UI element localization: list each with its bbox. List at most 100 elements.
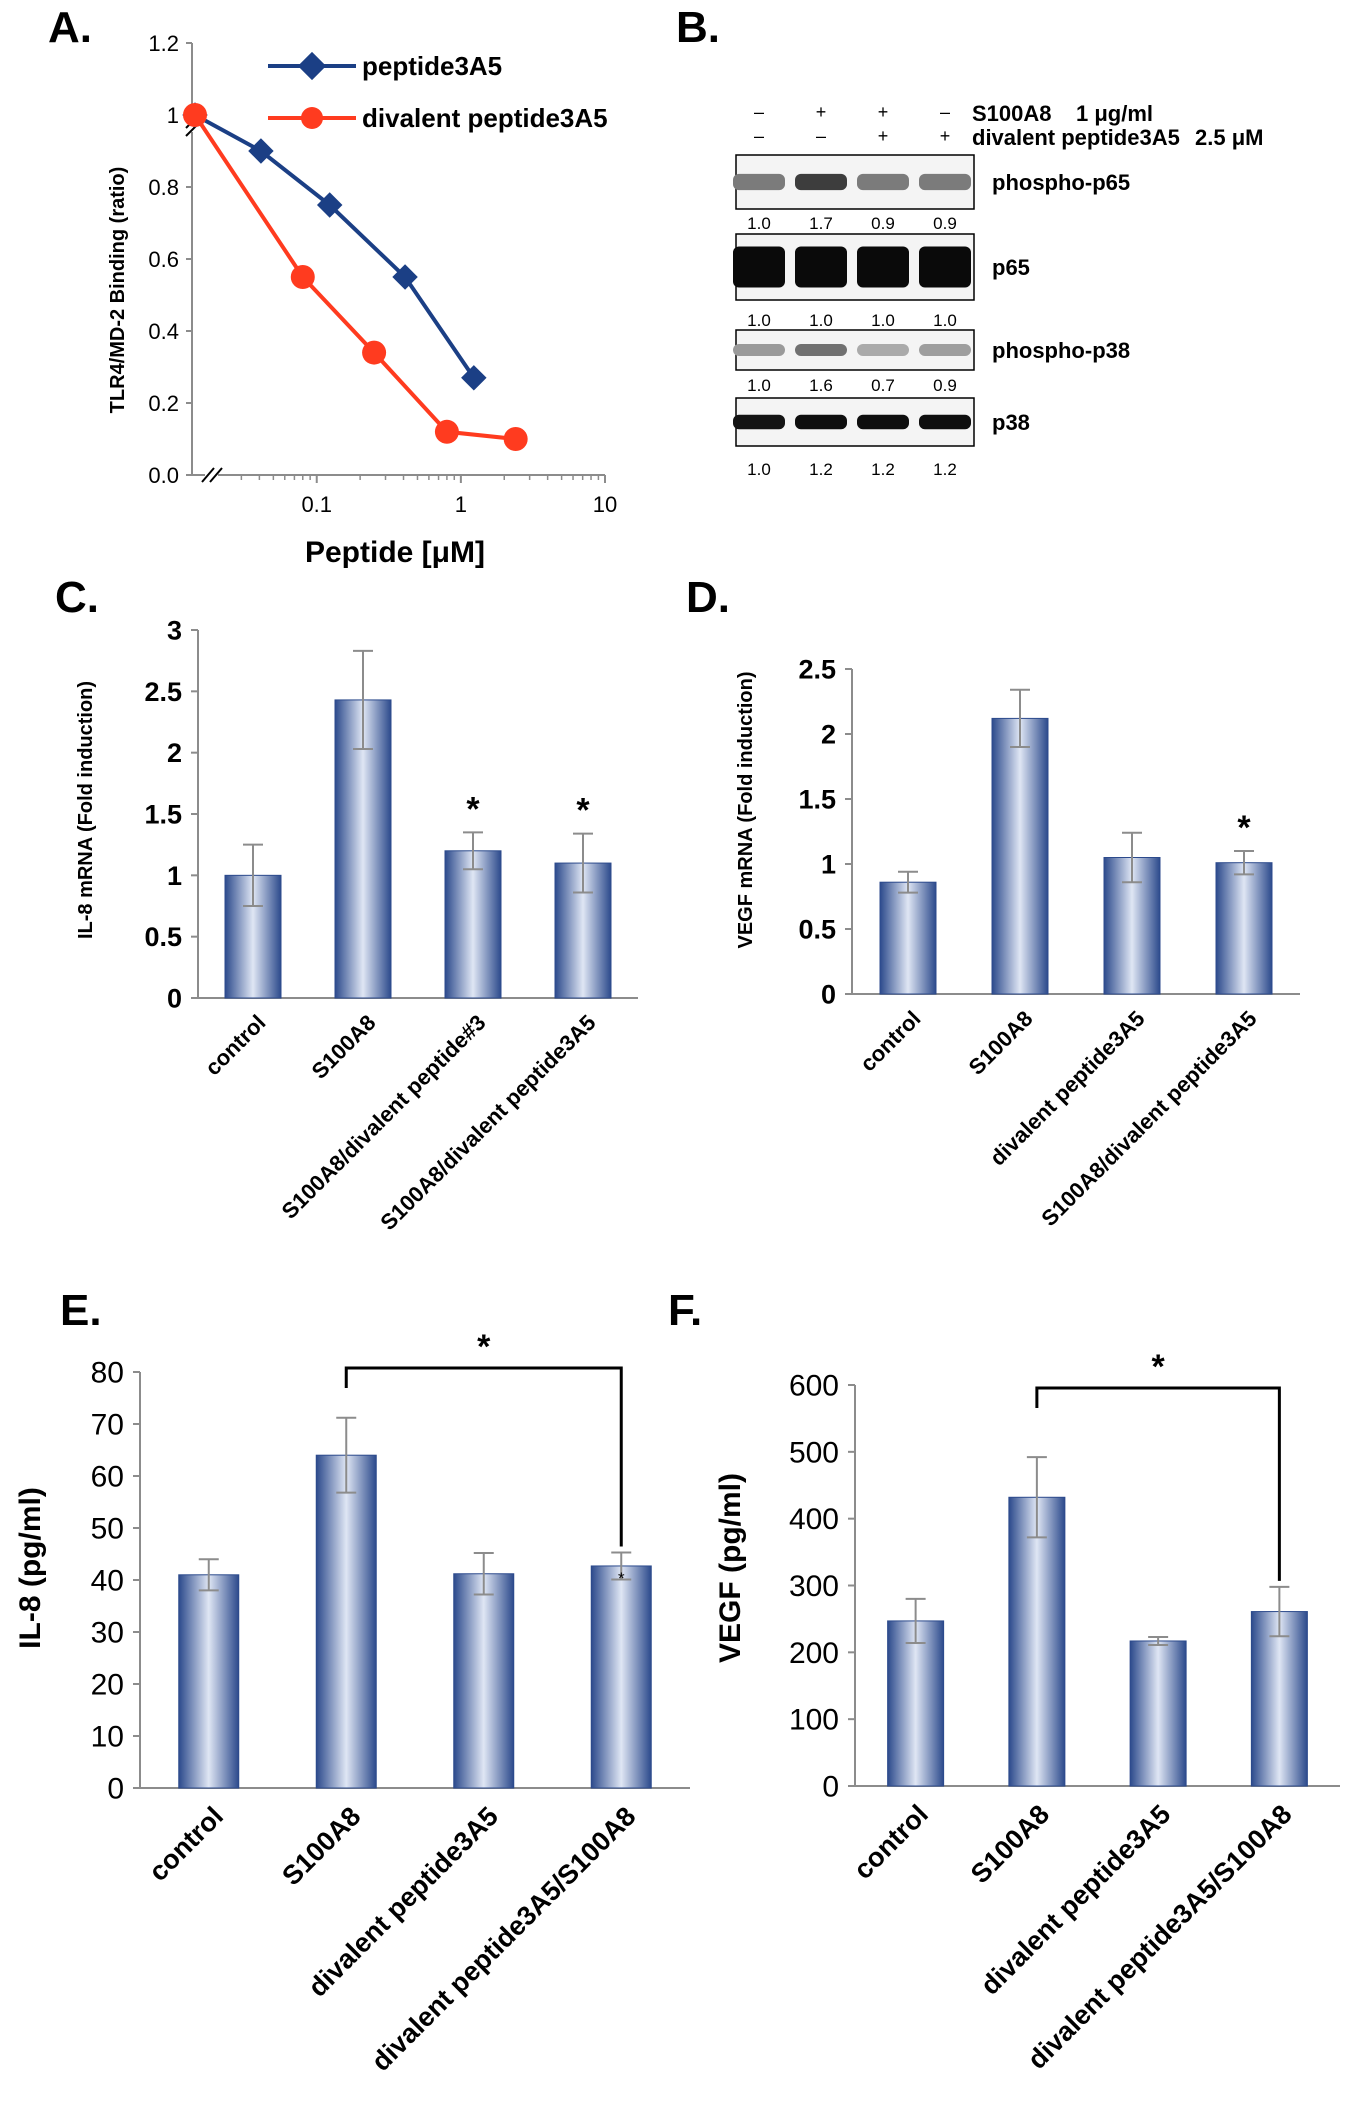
panel-c-significance-star: * xyxy=(466,790,480,828)
panel-letter-a: A. xyxy=(48,3,92,52)
panel-e-significance-bracket xyxy=(344,1366,623,1547)
panel-a-x-break-mark-1 xyxy=(201,467,215,483)
panel-e-y-tick-label: 40 xyxy=(91,1565,124,1598)
blot-band xyxy=(733,246,785,288)
panel-a-y-tick-label: 0.8 xyxy=(148,175,179,200)
panel-e-y-title: IL-8 (pg/ml) xyxy=(14,1487,47,1649)
blot-label-phospho-p65: phospho-p65 xyxy=(992,170,1130,195)
blot-quant-value: 0.9 xyxy=(871,214,895,233)
panel-a-y-tick-label: 0.6 xyxy=(148,247,179,272)
panel-a-series-line-2 xyxy=(193,113,516,441)
blot-band xyxy=(733,414,785,430)
panel-a-y-tick-label: 1.2 xyxy=(148,31,179,56)
panel-a-legend: peptide3A5 divalent peptide3A5 xyxy=(268,51,608,133)
panel-f-bar-2 xyxy=(1008,1496,1066,1787)
blot-band xyxy=(857,173,909,191)
panel-e-bar-3 xyxy=(453,1573,515,1789)
panel-letter-d: D. xyxy=(686,573,730,622)
panel-f-bar-1 xyxy=(887,1620,945,1787)
panel-f-y-tick-label: 400 xyxy=(789,1503,839,1536)
panel-e-y-tick-label: 30 xyxy=(91,1617,124,1650)
panel-f-y-title: VEGF (pg/ml) xyxy=(714,1473,747,1663)
panel-a-x-tick-label: 1 xyxy=(455,492,467,517)
blot-band xyxy=(857,414,909,430)
panel-letter-f: F. xyxy=(668,1286,702,1335)
panel-e-category-label: S100A8 xyxy=(276,1801,366,1891)
blot-quant-value: 1.0 xyxy=(747,376,771,395)
panel-c-y-tick-label: 1.5 xyxy=(144,799,182,829)
panel-a-x-tick-label: 10 xyxy=(593,492,617,517)
panel-e-y-tick-label: 80 xyxy=(91,1357,124,1390)
panel-c-bar-chart: IL-8 mRNA (Fold induction) 0 0.5 1 1.5 2 2.5 3… xyxy=(75,615,638,1235)
panel-f-bar-3 xyxy=(1129,1640,1187,1787)
blot-quant-value: 1.2 xyxy=(871,460,895,479)
panel-a-y-tick-label: 0.2 xyxy=(148,391,179,416)
blot-band xyxy=(919,246,971,288)
panel-e-bar-1 xyxy=(178,1574,240,1789)
panel-f-y-tick-label: 200 xyxy=(789,1637,839,1670)
panel-e-y-tick-label: 10 xyxy=(91,1721,124,1754)
divalent-dose: 2.5 μM xyxy=(1195,125,1263,150)
panel-letter-b: B. xyxy=(676,3,720,52)
panel-c-significance-star: * xyxy=(576,792,590,830)
panel-d-y-tick-label: 1 xyxy=(821,849,836,879)
panel-c-bar-3 xyxy=(444,850,502,999)
panel-e-y-tick-label: 50 xyxy=(91,1513,124,1546)
blot-band xyxy=(733,344,785,356)
panel-f-category-label: S100A8 xyxy=(965,1799,1055,1889)
panel-letter-e: E. xyxy=(60,1286,102,1335)
panel-d-y-tick-label: 2.5 xyxy=(798,654,836,684)
blot-quant-value: 1.0 xyxy=(871,311,895,330)
blot-band xyxy=(733,173,785,191)
s100a8-sign-lane-4: – xyxy=(940,102,950,122)
panel-e-bar-4 xyxy=(590,1565,652,1789)
blot-label-p38: p38 xyxy=(992,410,1030,435)
blot-band xyxy=(795,246,847,288)
blot-band xyxy=(919,414,971,430)
panel-f-y-tick-label: 300 xyxy=(789,1570,839,1603)
panel-c-y-tick-label: 2 xyxy=(167,738,182,768)
blot-quant-value: 1.0 xyxy=(747,311,771,330)
blot-quant-value: 0.7 xyxy=(871,376,895,395)
blot-band xyxy=(795,344,847,356)
panel-f-category-label: divalent peptide3A5/S100A8 xyxy=(1022,1799,1298,2075)
panel-c-category-label: control xyxy=(200,1010,270,1080)
panel-a-point-divalent-peptide3a5 xyxy=(290,265,315,289)
panel-a-y-tick-label: 0.0 xyxy=(148,463,179,488)
panel-f-bar-chart: VEGF (pg/ml) 0 100 200 300 400 500 600 control S… xyxy=(714,1348,1340,2075)
panel-e-category-label: divalent peptide3A5/S100A8 xyxy=(366,1801,642,2077)
blot-band xyxy=(857,344,909,356)
panel-a-point-divalent-peptide3a5 xyxy=(503,427,528,451)
panel-e-y-tick-label: 20 xyxy=(91,1669,124,1702)
panel-c-y-tick-label: 2.5 xyxy=(144,677,182,707)
panel-a-x-tick-label: 0.1 xyxy=(301,492,332,517)
blot-band xyxy=(795,414,847,430)
divalent-sign-lane-2: – xyxy=(816,126,826,146)
divalent-sign-lane-3: + xyxy=(878,126,889,146)
panel-d-y-tick-label: 1.5 xyxy=(798,784,836,814)
panel-e-bar-2 xyxy=(315,1454,377,1789)
western-blot-treatment-header: – + + – S100A8 1 μg/ml – – + + divalent … xyxy=(754,101,1263,150)
panel-e-y-tick-label: 0 xyxy=(107,1773,124,1806)
panel-a-point-peptide3a5 xyxy=(316,192,343,218)
panel-letter-c: C. xyxy=(55,573,99,622)
panel-f-y-tick-label: 500 xyxy=(789,1436,839,1469)
panel-d-bar-2 xyxy=(991,717,1049,995)
s100a8-sign-lane-1: – xyxy=(754,102,764,122)
panel-d-category-label: S100A8 xyxy=(964,1006,1038,1080)
panel-d-bar-4 xyxy=(1215,862,1273,995)
panel-f-bar-4 xyxy=(1250,1611,1308,1787)
panel-c-category-label: S100A8/divalent peptide#3 xyxy=(277,1010,491,1224)
panel-f-y-tick-label: 600 xyxy=(789,1370,839,1403)
s100a8-sign-lane-3: + xyxy=(878,102,889,122)
panel-c-y-tick-label: 3 xyxy=(167,615,182,645)
blot-quant-value: 1.0 xyxy=(747,460,771,479)
panel-c-category-label: S100A8 xyxy=(307,1010,381,1084)
panel-f-bracket-star: * xyxy=(1152,1348,1166,1386)
panel-d-y-tick-label: 2 xyxy=(821,719,836,749)
panel-c-y-title: IL-8 mRNA (Fold induction) xyxy=(75,681,97,939)
s100a8-dose: 1 μg/ml xyxy=(1076,101,1153,126)
panel-e-category-label: control xyxy=(143,1801,229,1887)
blot-quant-value: 1.0 xyxy=(747,214,771,233)
panel-c-y-tick-label: 0 xyxy=(167,983,182,1013)
